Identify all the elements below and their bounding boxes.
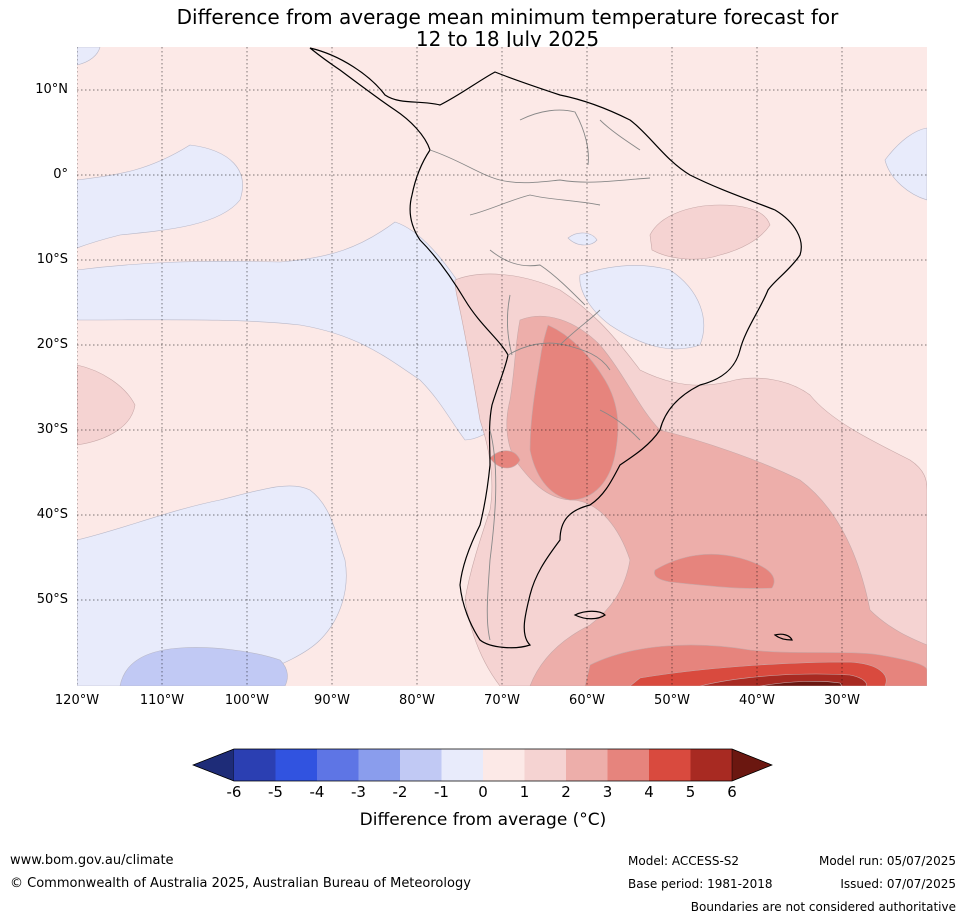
colorbar-swatch [400,749,442,781]
colorbar-swatch [483,749,525,781]
colorbar-extend-low [192,748,235,782]
colorbar-tick: -5 [268,783,283,801]
anomaly-region-warm-west [77,364,136,446]
lon-label: 60°W [569,693,605,708]
colorbar-tick: 0 [478,783,488,801]
colorbar-extend-high [731,748,773,782]
lon-label: 50°W [654,693,690,708]
colorbar-swatch [566,749,608,781]
lon-label: 110°W [139,693,185,708]
coastline-outline [309,47,802,649]
anomaly-region-cool-far-east [884,127,927,201]
model-run-date: Model run: 05/07/2025 [818,854,956,868]
lon-label: 70°W [484,693,520,708]
lat-label: 10°S [36,252,68,267]
copyright-text: © Commonwealth of Australia 2025, Austra… [10,876,471,891]
south-america-coastline [309,47,802,649]
lon-label: 80°W [399,693,435,708]
model-name: Model: ACCESS-S2 [628,854,740,868]
colorbar-tick: 3 [602,783,613,801]
colorbar-swatch [441,749,483,781]
south-georgia-outline [773,633,793,641]
lat-label: 30°S [36,422,68,437]
colorbar-tick: 2 [561,783,571,801]
anomaly-region-cool-east [579,265,704,350]
colorbar-tick: -4 [309,783,325,801]
colorbar-tick: -3 [351,783,366,801]
colorbar-tick: 5 [685,783,696,801]
lat-label: 50°S [36,592,68,607]
base-period: Base period: 1981-2018 [628,877,773,891]
colorbar-swatch [234,749,276,781]
lon-label: 100°W [224,693,270,708]
map-title-line1: Difference from average mean minimum tem… [176,5,839,29]
colorbar-label: Difference from average (°C) [359,810,607,830]
anomaly-region-warm-3-4-ocean [654,553,775,589]
colorbar-swatch [317,749,359,781]
anomaly-region-warm-6-plus [759,681,843,686]
map-title-line2: 12 to 18 July 2025 [415,27,600,51]
anomaly-region-warm-3-4-land [529,324,619,501]
anomaly-region-warm-3-4-small [489,450,521,469]
colorbar-swatch [649,749,691,781]
anomaly-region-cool-north [77,144,243,249]
positive-anomaly-regions [77,204,927,686]
falklands-outline [573,610,606,620]
anomaly-region-warm-brazil [649,204,771,260]
issued-date: Issued: 07/07/2025 [840,877,956,891]
colorbar-swatch [275,749,317,781]
lon-label: 120°W [54,693,100,708]
anomaly-region-cool-small [567,232,598,246]
lon-label: 30°W [824,693,860,708]
anomaly-region-cool-top [77,47,101,66]
negative-anomaly-regions [77,47,927,686]
website-link[interactable]: www.bom.gov.au/climate [10,853,174,868]
lat-label: 20°S [36,337,68,352]
lat-label: 40°S [36,507,68,522]
colorbar-tick: 4 [644,783,654,801]
colorbar-tick: -1 [434,783,449,801]
anomaly-region-cool-south [77,485,347,686]
colorbar [192,748,773,782]
lat-label: 0° [53,167,68,182]
colorbar-tick: 1 [519,783,530,801]
lon-label: 90°W [314,693,350,708]
colorbar-swatch [690,749,732,781]
colorbar-swatch [524,749,566,781]
colorbar-tick: 6 [727,783,737,801]
colorbar-tick: -2 [392,783,408,801]
colorbar-swatch [607,749,649,781]
colorbar-tick: -6 [226,783,242,801]
graticule [77,47,927,686]
lon-label: 40°W [739,693,775,708]
map-area [77,47,927,686]
boundary-disclaimer: Boundaries are not considered authoritat… [690,900,956,914]
colorbar-swatch [358,749,400,781]
lat-label: 10°N [35,82,68,97]
